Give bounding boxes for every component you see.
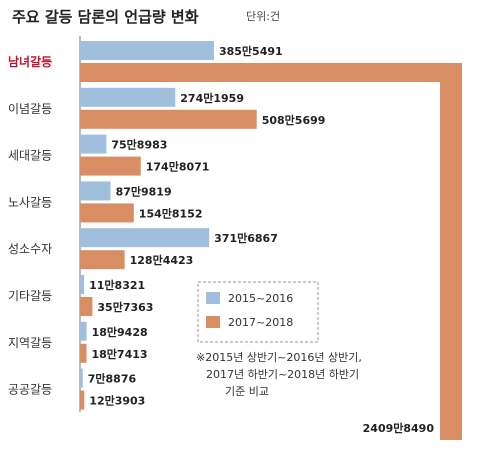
category-label: 이념갈등 — [8, 102, 52, 116]
data-label-2015-2016: 11만8321 — [89, 278, 145, 292]
bar-2015-2016 — [80, 275, 85, 294]
bar-2015-2016 — [80, 41, 214, 60]
bar-2015-2016 — [80, 87, 176, 107]
bar-2017-2018 — [80, 109, 257, 129]
legend-label: 2015~2016 — [228, 292, 293, 305]
bar-2015-2016 — [80, 181, 111, 201]
data-label-2015-2016: 87만9819 — [116, 184, 172, 198]
unit-label: 단위:건 — [246, 10, 280, 23]
bar-2017-2018 — [80, 203, 134, 223]
data-label-2017-2018: 18만7413 — [92, 347, 148, 361]
data-label-2017-2018: 128만4423 — [130, 253, 194, 267]
category-label: 남녀갈등 — [8, 54, 52, 69]
bar-2017-2018 — [80, 156, 141, 176]
chart-title: 주요 갈등 담론의 언급량 변화 — [12, 8, 199, 26]
data-label-2015-2016: 274만1959 — [180, 91, 244, 105]
bar-2017-2018 — [80, 343, 87, 363]
data-label-2015-2016: 385만5491 — [219, 44, 283, 58]
bar-2017-2018 — [80, 250, 125, 270]
data-label-2017-2018: 35만7363 — [97, 300, 153, 314]
legend: 2015~2016 2017~2018 — [197, 281, 319, 343]
data-label-2017-2018: 508만5699 — [262, 113, 326, 127]
note-line: ※2015년 상반기~2016년 상반기, — [196, 351, 362, 364]
data-label-2015-2016: 18만9428 — [92, 325, 148, 339]
data-label-2017-2018: 174만8071 — [146, 160, 210, 174]
category-label: 노사갈등 — [8, 195, 52, 209]
note-line: 기준 비교 — [225, 385, 269, 398]
data-label-2015-2016: 75만8983 — [111, 138, 167, 152]
note-line: 2017년 하반기~2018년 하반기 — [206, 367, 359, 381]
data-label-2015-2016: 7만8876 — [88, 372, 137, 386]
data-label-2017-2018: 12만3903 — [89, 394, 145, 408]
legend-swatch — [206, 292, 220, 304]
bar-2017-2018 — [80, 297, 93, 316]
legend-label: 2017~2018 — [228, 316, 293, 329]
bar-2015-2016 — [80, 228, 210, 248]
legend-swatch — [206, 316, 220, 328]
data-label-2015-2016: 371만6867 — [214, 231, 278, 245]
bar-2017-2018 — [80, 390, 85, 410]
category-label: 세대갈등 — [8, 149, 52, 163]
category-label: 기타갈등 — [8, 289, 52, 303]
bars-group: 남녀갈등 385만5491 2409만8490 이념갈등 274만1959 508만569… — [8, 36, 462, 440]
category-label: 지역갈등 — [8, 336, 52, 350]
bar-2015-2016 — [80, 134, 107, 154]
bar-2015-2016 — [80, 321, 87, 341]
legend-box — [197, 281, 319, 343]
data-label-2017-2018: 154만8152 — [139, 206, 203, 220]
data-label-2017-2018: 2409만8490 — [363, 421, 435, 435]
note: ※2015년 상반기~2016년 상반기, 2017년 하반기~2018년 하반기… — [196, 351, 362, 398]
bar-2015-2016 — [80, 368, 83, 388]
category-label: 공공갈등 — [8, 383, 52, 397]
category-label: 성소수자 — [8, 242, 52, 256]
